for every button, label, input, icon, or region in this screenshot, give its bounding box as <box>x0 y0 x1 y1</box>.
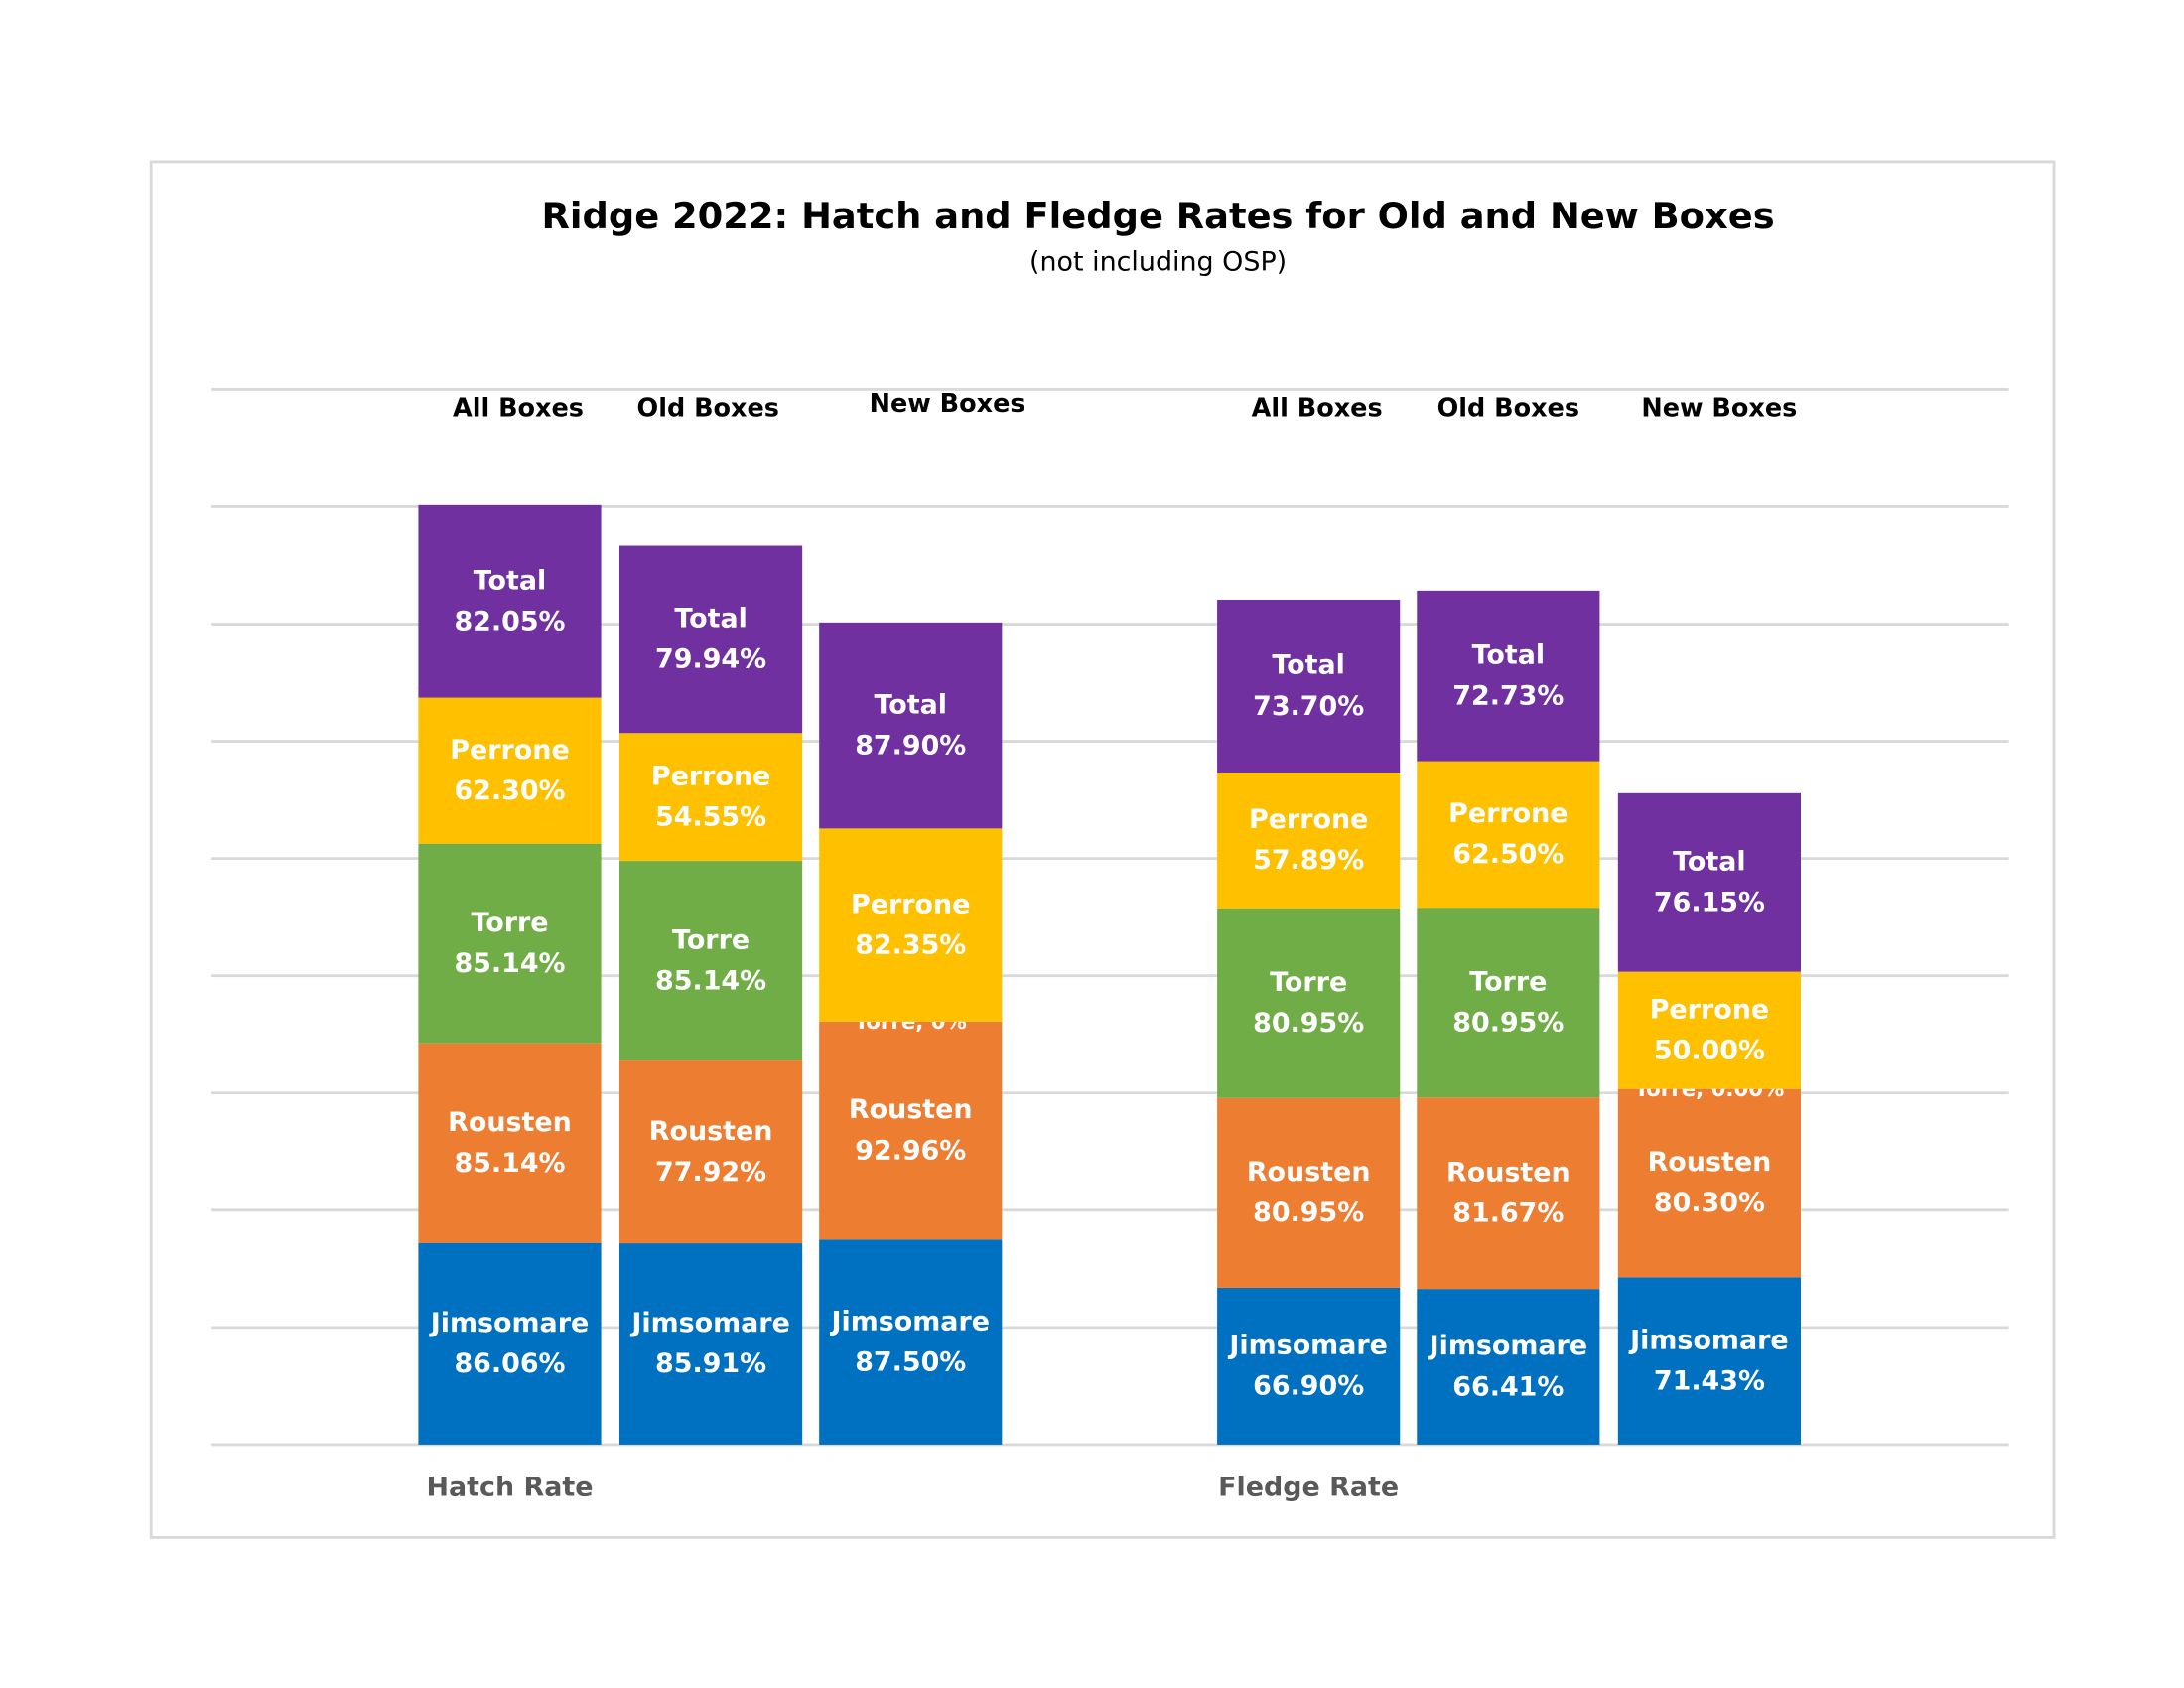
data-label: 57.89% <box>1253 845 1364 876</box>
data-label: 71.43% <box>1654 1365 1765 1396</box>
bar-segment <box>418 697 602 844</box>
category-label: New Boxes <box>870 389 1025 419</box>
data-label: 85.14% <box>454 1148 565 1179</box>
bar-segment <box>619 733 803 862</box>
data-label-name: Total <box>674 604 748 634</box>
bar-segment <box>418 1242 602 1445</box>
bar-segment <box>1417 1097 1600 1290</box>
data-label-name: Total <box>874 689 947 720</box>
data-label-name: Total <box>1673 846 1746 877</box>
data-label-name: Jimsomare <box>830 1306 990 1336</box>
bar-segment <box>418 504 602 698</box>
bar-segment <box>819 1021 1003 1240</box>
data-label-name: Perrone <box>1650 994 1769 1025</box>
data-label: 81.67% <box>1452 1197 1564 1228</box>
data-label-name: Perrone <box>450 735 569 766</box>
chart-subtitle: (not including OSP) <box>1029 246 1287 277</box>
data-label: 85.14% <box>454 948 565 979</box>
group-label: Hatch Rate <box>427 1472 594 1502</box>
data-label-name: Rousten <box>448 1107 572 1138</box>
bar-segment <box>1617 971 1801 1089</box>
bar-segment <box>1617 792 1801 972</box>
chart-title: Ridge 2022: Hatch and Fledge Rates for O… <box>542 195 1775 237</box>
data-label: 80.30% <box>1654 1188 1765 1218</box>
category-label: Old Boxes <box>637 393 779 423</box>
data-label-name: Torre <box>672 924 750 955</box>
category-label: Old Boxes <box>1437 393 1579 423</box>
data-label: 92.96% <box>855 1135 966 1166</box>
data-label-name: Jimsomare <box>629 1308 789 1338</box>
bar-segment <box>1417 1289 1600 1445</box>
bar-segment <box>1217 908 1401 1098</box>
data-label: 80.95% <box>1253 1008 1364 1039</box>
bar-segment <box>1217 1097 1401 1288</box>
bar-segment <box>1417 761 1600 909</box>
data-label-name: Torre <box>1270 967 1347 998</box>
bar-segment <box>1617 1277 1801 1445</box>
data-label-name: Torre <box>471 908 548 938</box>
data-label-name: Rousten <box>1648 1147 1772 1178</box>
data-label-name: Torre <box>1469 966 1547 997</box>
bar-segment <box>819 622 1003 829</box>
data-label: 82.05% <box>454 606 565 636</box>
data-label: 77.92% <box>655 1157 766 1188</box>
data-label: 87.90% <box>855 730 966 761</box>
data-label: 80.95% <box>1253 1197 1364 1228</box>
data-label-name: Jimsomare <box>1428 1331 1587 1361</box>
data-label-name: Perrone <box>1448 798 1568 829</box>
category-label: All Boxes <box>1252 393 1383 423</box>
category-label: New Boxes <box>1641 393 1797 423</box>
data-label: 72.73% <box>1452 680 1564 711</box>
bar-segment <box>619 861 803 1061</box>
bar-segment <box>819 1239 1003 1445</box>
data-label-name: Rousten <box>1247 1157 1371 1188</box>
bar-segment <box>418 1043 602 1243</box>
bar-segment <box>619 1243 803 1445</box>
data-label-name: Total <box>474 565 547 596</box>
category-label: All Boxes <box>453 393 584 423</box>
data-label-name: Jimsomare <box>1628 1325 1788 1355</box>
data-label-name: Rousten <box>649 1116 773 1147</box>
data-label: 50.00% <box>1654 1035 1765 1065</box>
data-label-name: Total <box>1272 650 1345 681</box>
bar-segment <box>1417 908 1600 1098</box>
bar-segment <box>1417 590 1600 762</box>
bar-segment <box>619 545 803 734</box>
data-label: 85.14% <box>655 965 766 996</box>
data-label: 79.94% <box>655 644 766 675</box>
data-label-name: Rousten <box>1446 1157 1570 1188</box>
data-label: 66.41% <box>1452 1371 1564 1402</box>
bar-segment <box>819 828 1003 1022</box>
bar-segment <box>1217 1287 1401 1445</box>
data-label-name: Perrone <box>651 761 770 791</box>
bar-segment <box>619 1060 803 1244</box>
bar-segment <box>1217 599 1401 774</box>
group-label: Fledge Rate <box>1218 1472 1399 1502</box>
data-label: 86.06% <box>454 1348 565 1379</box>
data-label: 76.15% <box>1654 887 1765 917</box>
bar-segment <box>1217 773 1401 909</box>
bar-segment <box>1617 1088 1801 1278</box>
data-label-name: Jimsomare <box>429 1308 589 1338</box>
data-label: 66.90% <box>1253 1371 1364 1402</box>
data-label: 80.95% <box>1452 1007 1564 1038</box>
data-label: 85.91% <box>655 1348 766 1379</box>
data-label-name: Perrone <box>851 889 970 919</box>
bar-segment <box>418 843 602 1044</box>
data-label: 54.55% <box>655 801 766 832</box>
data-label: 87.50% <box>855 1346 966 1377</box>
data-label-name: Total <box>1472 639 1546 670</box>
data-label: 82.35% <box>855 929 966 960</box>
data-label: 73.70% <box>1253 691 1364 722</box>
data-label-name: Rousten <box>849 1094 973 1125</box>
data-label: 62.30% <box>454 775 565 806</box>
data-label-name: Perrone <box>1249 804 1368 835</box>
data-label-name: Jimsomare <box>1227 1331 1387 1361</box>
data-label: 62.50% <box>1452 839 1564 870</box>
